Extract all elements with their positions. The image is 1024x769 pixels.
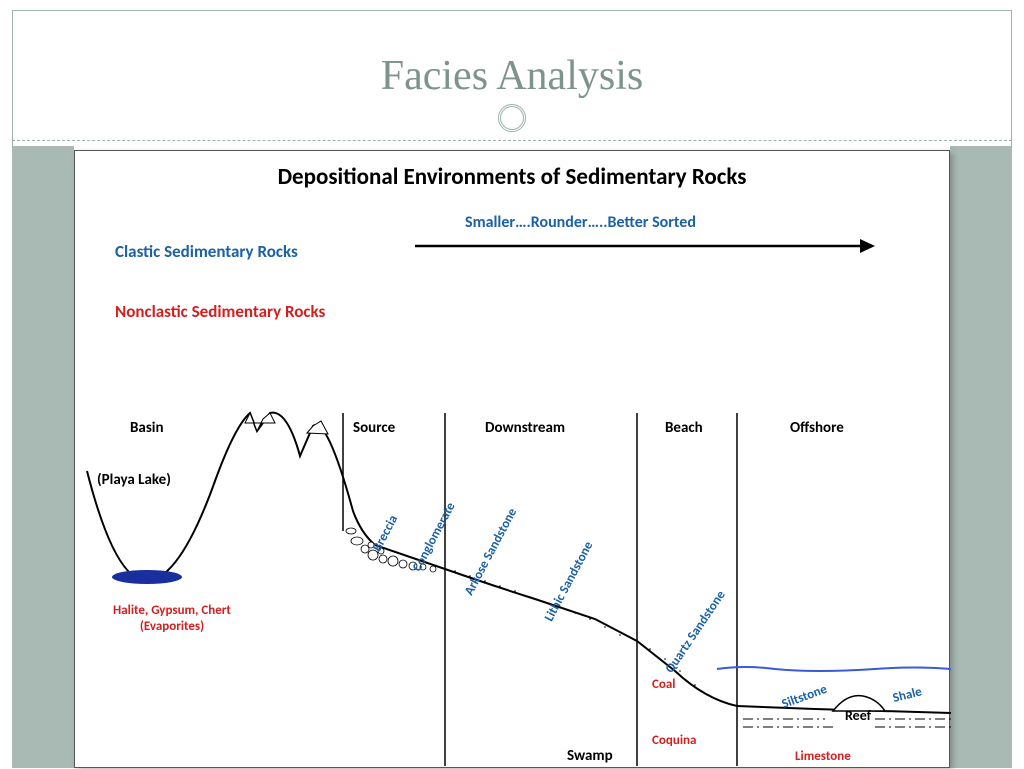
right-band [950, 146, 1012, 768]
evap-line1: Halite, Gypsum, Chert [113, 603, 231, 618]
evap-line2: (Evaporites) [140, 619, 204, 634]
rock-coquina: Coquina [652, 733, 696, 748]
cross-section [75, 151, 951, 769]
divider-dashed [12, 140, 1012, 141]
rock-evaporites: Halite, Gypsum, Chert (Evaporites) [87, 603, 257, 636]
rock-coal: Coal [652, 677, 675, 692]
env-swamp: Swamp [567, 747, 613, 765]
title-area: Facies Analysis [0, 10, 1024, 140]
left-band [12, 146, 74, 768]
ornament-circle [498, 104, 526, 132]
slide-title: Facies Analysis [0, 52, 1024, 100]
rock-limestone: Limestone [795, 749, 851, 764]
diagram-panel: Depositional Environments of Sedimentary… [74, 150, 950, 768]
env-reef: Reef [845, 707, 871, 724]
